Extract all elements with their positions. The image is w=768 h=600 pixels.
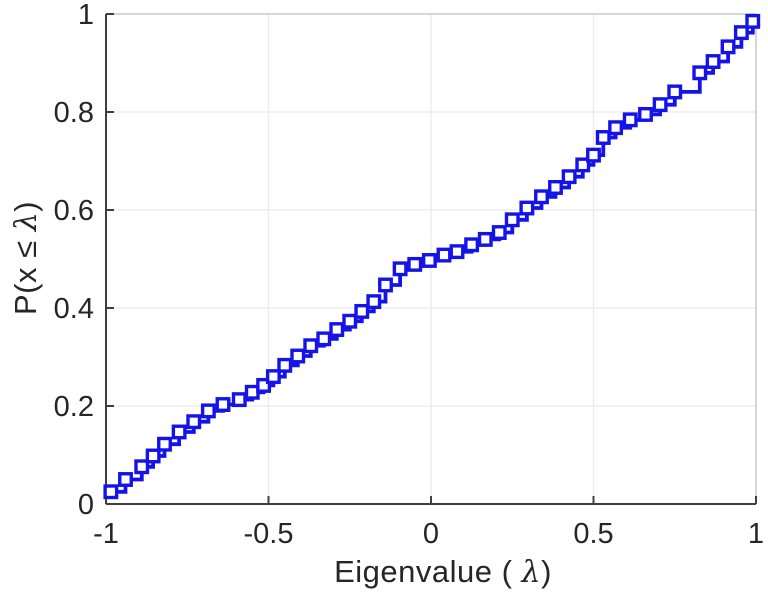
- data-point-marker: [464, 237, 480, 253]
- data-point-marker: [157, 436, 172, 452]
- data-point-marker: [277, 357, 293, 373]
- data-point-marker: [745, 13, 761, 29]
- lambda-symbol: λ: [9, 211, 44, 232]
- data-point-marker: [667, 84, 683, 100]
- x-tick-label: -1: [93, 518, 119, 550]
- data-point-marker: [200, 403, 216, 419]
- lambda-symbol: λ: [521, 555, 542, 590]
- x-axis-label-text: Eigenvalue (: [334, 554, 522, 589]
- y-tick-label: 0.8: [54, 97, 94, 129]
- data-point-marker: [720, 39, 736, 55]
- y-axis-label: P(x ≤ λ): [8, 201, 44, 315]
- x-tick-label: 0: [423, 518, 439, 550]
- x-axis-label-suffix: ): [541, 554, 552, 589]
- data-point-marker: [534, 189, 549, 205]
- y-tick-label: 1: [78, 0, 94, 31]
- data-point-marker: [504, 212, 520, 228]
- data-point-marker: [256, 377, 272, 393]
- data-point-marker: [134, 459, 150, 475]
- data-point-marker: [378, 277, 393, 293]
- data-point-marker: [595, 130, 611, 145]
- y-tick-label: 0.2: [54, 391, 94, 423]
- data-point-marker: [103, 484, 119, 500]
- y-axis-label-text: P(x ≤: [8, 231, 43, 316]
- data-point-marker: [477, 231, 493, 247]
- y-tick-label: 0.6: [54, 195, 94, 227]
- data-point-marker: [342, 313, 358, 329]
- data-point-marker: [519, 200, 535, 216]
- data-point-marker: [608, 120, 624, 136]
- data-point-marker: [354, 303, 370, 319]
- data-point-marker: [215, 397, 231, 412]
- data-point-marker: [586, 147, 601, 163]
- data-point-marker: [622, 112, 638, 128]
- data-point-marker: [171, 424, 187, 440]
- x-tick-label: -0.5: [244, 518, 294, 550]
- data-point-marker: [329, 322, 345, 338]
- y-tick-label: 0: [78, 489, 94, 521]
- data-point-marker: [449, 244, 465, 260]
- data-point-marker: [392, 261, 408, 277]
- data-point-marker: [733, 25, 749, 41]
- data-point-marker: [366, 294, 382, 310]
- data-point-marker: [118, 472, 133, 487]
- data-point-marker: [421, 253, 437, 268]
- data-point-marker: [652, 97, 668, 113]
- data-point-marker: [705, 54, 721, 69]
- data-point-marker: [186, 414, 202, 430]
- data-point-marker: [491, 225, 507, 240]
- data-point-marker: [303, 338, 319, 354]
- data-point-marker: [407, 256, 423, 272]
- data-point-marker: [231, 392, 247, 408]
- data-point-marker: [548, 180, 563, 195]
- data-point-marker: [265, 369, 281, 385]
- data-point-marker: [638, 106, 653, 122]
- x-tick-label: 1: [748, 518, 764, 550]
- data-point-marker: [561, 169, 577, 185]
- data-point-marker: [575, 157, 591, 173]
- y-tick-label: 0.4: [54, 293, 94, 325]
- y-axis-label-suffix: ): [8, 200, 43, 212]
- x-tick-label: 0.5: [573, 518, 613, 550]
- data-point-marker: [316, 331, 332, 347]
- data-point-marker: [145, 448, 161, 464]
- data-point-marker: [436, 247, 452, 263]
- data-point-marker: [692, 65, 708, 81]
- data-point-marker: [290, 348, 306, 364]
- x-axis-label: Eigenvalue ( λ): [334, 554, 552, 590]
